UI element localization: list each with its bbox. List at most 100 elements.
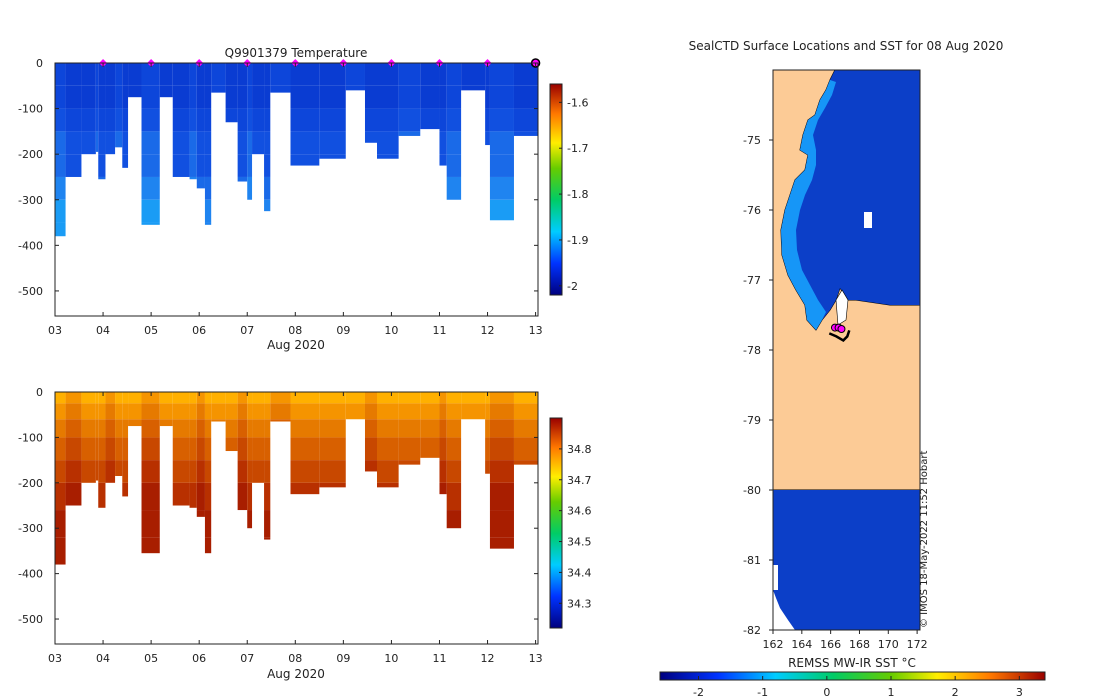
salinity-cell xyxy=(65,437,82,461)
temperature-cell xyxy=(290,108,320,132)
salinity-cell xyxy=(189,403,197,420)
temperature-cell xyxy=(141,85,160,109)
temperature-colorbar-tick-label: -1.6 xyxy=(567,96,588,109)
salinity-cell xyxy=(364,403,377,420)
temperature-cell xyxy=(489,154,514,177)
temperature-cell xyxy=(489,176,514,200)
temperature-y-tick-label: -200 xyxy=(18,148,43,161)
temperature-colorbar-ticks: -1.6 -1.7 -1.8 -1.9 -2 xyxy=(559,96,588,293)
temperature-cell xyxy=(204,108,212,132)
salinity-cell xyxy=(105,460,116,483)
temperature-y-tick-label: -300 xyxy=(18,194,43,207)
temperature-cell xyxy=(252,63,265,86)
salinity-y-ticks: 0 -100 -200 -300 -400 -500 xyxy=(18,386,538,626)
salinity-x-tick-label: 08 xyxy=(288,652,302,665)
salinity-cell xyxy=(225,437,238,452)
salinity-cell xyxy=(364,392,377,404)
salinity-cell xyxy=(439,437,447,461)
salinity-colorbar-tick-label: 34.6 xyxy=(567,505,592,518)
salinity-cell xyxy=(270,403,291,420)
temperature-cell xyxy=(115,63,123,86)
salinity-cell xyxy=(290,392,320,404)
salinity-cell xyxy=(211,419,226,422)
salinity-cell xyxy=(461,392,486,404)
temperature-cell xyxy=(290,154,320,166)
salinity-cell xyxy=(446,460,462,483)
salinity-cell xyxy=(189,437,197,461)
map-x-tick-label: 164 xyxy=(791,638,812,651)
temperature-cell xyxy=(364,131,377,143)
temperature-cell xyxy=(122,85,129,109)
map-x-tick-label: 162 xyxy=(763,638,784,651)
salinity-x-tick-label: 09 xyxy=(336,652,350,665)
salinity-cell xyxy=(105,392,116,404)
temperature-cell xyxy=(189,176,197,180)
temperature-cell xyxy=(196,108,205,132)
salinity-cell xyxy=(128,419,142,427)
temperature-cell xyxy=(252,131,265,155)
salinity-cell xyxy=(420,419,440,438)
salinity-cell xyxy=(141,537,160,554)
temperature-cell xyxy=(204,63,212,86)
temperature-cell xyxy=(513,63,538,86)
salinity-axes-frame xyxy=(54,391,539,645)
temperature-cell xyxy=(65,131,82,155)
temperature-cell xyxy=(141,108,160,132)
temperature-cell xyxy=(204,85,212,109)
temperature-colorbar-tick-label: -1.7 xyxy=(567,142,588,155)
salinity-cell xyxy=(204,537,212,554)
map-colorbar-tick-label: -2 xyxy=(693,686,704,699)
salinity-cell xyxy=(290,403,320,420)
salinity-cell xyxy=(141,392,160,404)
salinity-cell xyxy=(377,419,399,438)
temperature-cell xyxy=(377,154,399,159)
temperature-cell xyxy=(65,63,82,86)
temperature-cell xyxy=(159,85,173,98)
temperature-cell xyxy=(398,131,421,136)
salinity-cell xyxy=(252,460,265,483)
salinity-cell xyxy=(172,403,190,420)
ocean-coastal-band xyxy=(781,80,836,330)
salinity-cell xyxy=(290,482,320,495)
map-x-tick-label: 172 xyxy=(907,638,928,651)
salinity-cell xyxy=(237,460,248,483)
temperature-cell xyxy=(105,63,116,86)
salinity-cell xyxy=(461,403,486,420)
salinity-x-tick-label: 03 xyxy=(48,652,62,665)
temperature-cell xyxy=(420,63,440,86)
salinity-cell xyxy=(446,403,462,420)
temperature-cell xyxy=(398,85,421,109)
temperature-cell xyxy=(128,85,142,98)
temperature-cell xyxy=(55,131,66,155)
salinity-cell xyxy=(237,437,248,461)
salinity-cell xyxy=(420,437,440,458)
salinity-cell xyxy=(290,437,320,461)
temperature-cell xyxy=(98,131,106,155)
temperature-cell xyxy=(264,176,271,200)
salinity-cell xyxy=(398,392,421,404)
temperature-cell xyxy=(446,108,462,132)
salinity-cell xyxy=(98,482,106,508)
seal-track xyxy=(828,330,851,342)
salinity-cell xyxy=(55,482,66,511)
salinity-cell xyxy=(513,460,538,465)
salinity-cell xyxy=(264,392,271,404)
salinity-cell xyxy=(65,403,82,420)
map-y-tick-label: -82 xyxy=(743,624,761,637)
temperature-cell xyxy=(264,131,271,155)
temperature-cell xyxy=(319,63,346,86)
salinity-cell xyxy=(196,482,205,511)
temperature-cell xyxy=(105,85,116,109)
temperature-cell xyxy=(446,63,462,86)
salinity-colorbar-tick-label: 34.7 xyxy=(567,474,592,487)
temperature-cell xyxy=(141,63,160,86)
temperature-x-ticks: 03 04 05 06 07 08 09 10 11 12 13 xyxy=(48,63,543,337)
salinity-cell xyxy=(485,460,490,474)
temperature-cell xyxy=(264,199,271,212)
temperature-cell xyxy=(237,108,248,132)
salinity-cell xyxy=(225,419,238,438)
salinity-cell xyxy=(446,510,462,529)
temperature-cell xyxy=(290,85,320,109)
temperature-cell xyxy=(189,63,197,86)
salinity-cell xyxy=(196,460,205,483)
